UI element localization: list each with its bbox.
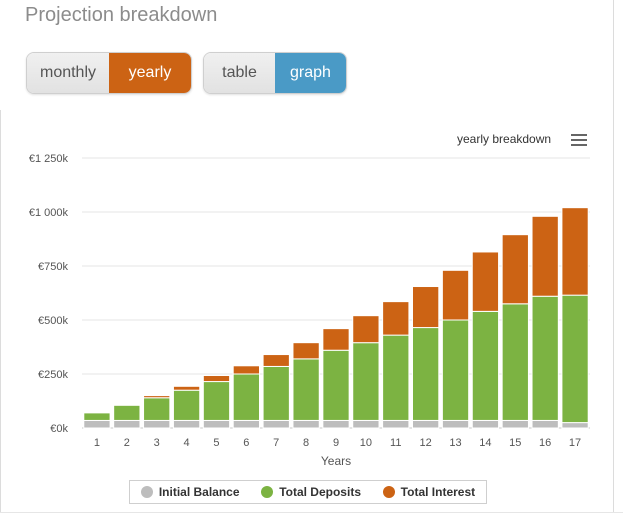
bar-total-deposits	[352, 342, 380, 421]
y-tick-label: €0k	[50, 423, 68, 435]
bar-initial-balance	[232, 419, 261, 429]
x-tick-label: 13	[449, 437, 461, 449]
bar-initial-balance	[382, 419, 410, 429]
bar-total-interest	[441, 269, 470, 321]
legend-item-initial-balance[interactable]: Initial Balance	[140, 485, 240, 499]
bar-total-deposits	[471, 310, 500, 421]
bar-total-deposits	[172, 389, 201, 421]
x-tick-label: 16	[539, 437, 551, 449]
bar-total-deposits	[232, 373, 261, 421]
bar-initial-balance	[531, 419, 559, 429]
bar-initial-balance	[143, 419, 171, 429]
view-mode-toggle-group: table graph	[203, 52, 347, 94]
bar-initial-balance	[262, 419, 290, 429]
page-title: Projection breakdown	[25, 4, 218, 26]
bar-total-interest	[501, 234, 529, 305]
x-tick-label: 7	[273, 437, 279, 449]
period-toggle-group: monthly yearly	[26, 52, 192, 94]
monthly-button[interactable]: monthly	[27, 53, 109, 93]
x-tick-label: 12	[420, 437, 432, 449]
x-tick-label: 4	[184, 437, 190, 449]
legend-item-total-interest[interactable]: Total Interest	[382, 485, 476, 499]
y-tick-label: €500k	[38, 315, 68, 327]
bar-total-interest	[352, 315, 380, 344]
x-tick-label: 17	[569, 437, 581, 449]
x-tick-label: 8	[303, 437, 309, 449]
frame-left-border	[0, 110, 1, 513]
y-tick-label: €1 000k	[29, 207, 69, 219]
bar-total-interest	[382, 301, 410, 336]
legend-label-total-deposits: Total Deposits	[279, 485, 361, 499]
bar-total-interest	[561, 207, 589, 296]
legend-dot-total-deposits	[261, 486, 274, 498]
x-tick-label: 15	[509, 437, 521, 449]
bar-total-interest	[531, 215, 559, 297]
bar-total-deposits	[83, 412, 111, 421]
y-tick-label: €750k	[38, 261, 68, 273]
bar-total-interest	[143, 395, 171, 399]
bar-initial-balance	[352, 419, 380, 429]
table-button[interactable]: table	[204, 53, 275, 93]
bar-initial-balance	[441, 419, 470, 429]
x-tick-label: 9	[333, 437, 339, 449]
y-tick-label: €250k	[38, 369, 68, 381]
legend-dot-initial-balance	[140, 486, 153, 498]
bar-initial-balance	[561, 422, 589, 429]
bar-total-deposits	[561, 294, 589, 424]
bar-initial-balance	[172, 419, 201, 429]
bar-total-interest	[202, 375, 231, 383]
legend-dot-total-interest	[382, 486, 395, 498]
bar-total-deposits	[382, 334, 410, 421]
bar-initial-balance	[322, 419, 350, 429]
bar-total-interest	[292, 342, 320, 360]
bar-initial-balance	[202, 419, 231, 429]
bar-total-deposits	[143, 397, 171, 421]
x-tick-label: 3	[154, 437, 160, 449]
chart-legend: Initial Balance Total Deposits Total Int…	[129, 480, 487, 504]
bar-total-interest	[232, 365, 261, 375]
frame-right-border	[613, 0, 614, 513]
bar-total-interest	[262, 354, 290, 367]
bar-total-deposits	[262, 365, 290, 421]
bar-initial-balance	[411, 419, 440, 429]
x-tick-label: 11	[390, 437, 401, 449]
x-tick-label: 10	[360, 437, 372, 449]
bar-total-deposits	[322, 349, 350, 421]
x-tick-label: 2	[124, 437, 130, 449]
bar-initial-balance	[501, 419, 529, 429]
bar-initial-balance	[292, 419, 320, 429]
legend-item-total-deposits[interactable]: Total Deposits	[261, 485, 361, 499]
bar-total-deposits	[531, 295, 559, 421]
x-tick-label: 14	[479, 437, 491, 449]
bar-total-deposits	[202, 381, 231, 421]
bar-total-deposits	[113, 404, 141, 421]
graph-button[interactable]: graph	[275, 53, 346, 93]
y-tick-label: €1 250k	[29, 153, 69, 165]
x-axis-title: Years	[321, 454, 351, 468]
bar-total-deposits	[292, 358, 320, 421]
legend-label-initial-balance: Initial Balance	[158, 485, 240, 499]
bar-total-deposits	[411, 327, 440, 421]
bar-total-interest	[471, 251, 500, 312]
x-tick-label: 5	[213, 437, 219, 449]
bar-total-deposits	[441, 319, 470, 421]
bar-total-interest	[411, 286, 440, 329]
chart-menu-label: yearly breakdown	[457, 132, 552, 146]
bar-total-interest	[172, 385, 201, 391]
bar-initial-balance	[83, 419, 111, 429]
x-tick-label: 1	[94, 437, 100, 449]
bar-total-deposits	[501, 303, 529, 421]
bar-initial-balance	[113, 419, 141, 429]
x-tick-label: 6	[243, 437, 249, 449]
legend-label-total-interest: Total Interest	[400, 485, 476, 499]
bar-initial-balance	[471, 419, 500, 429]
bar-total-interest	[322, 328, 350, 351]
yearly-button[interactable]: yearly	[109, 53, 191, 93]
hamburger-menu-icon[interactable]	[571, 134, 587, 147]
